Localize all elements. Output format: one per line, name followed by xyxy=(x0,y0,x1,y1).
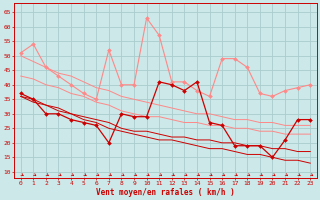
X-axis label: Vent moyen/en rafales ( km/h ): Vent moyen/en rafales ( km/h ) xyxy=(96,188,235,197)
